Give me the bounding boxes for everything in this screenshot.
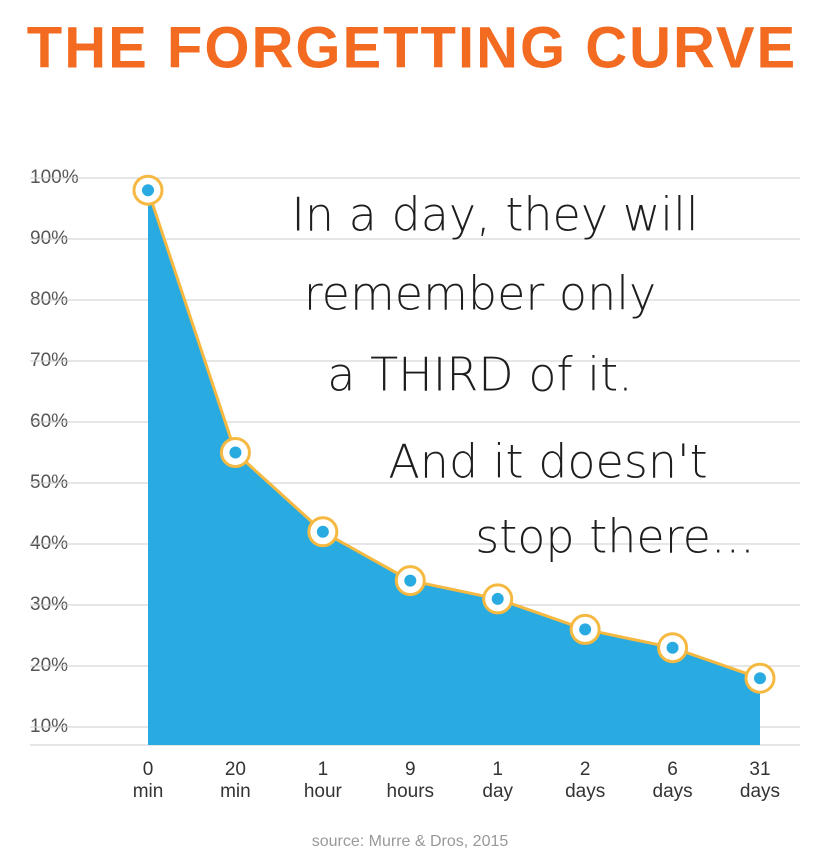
- x-tick-label: 31: [749, 759, 770, 780]
- point: [316, 525, 329, 538]
- area: [148, 190, 760, 745]
- point: [666, 641, 679, 654]
- point: [142, 184, 154, 197]
- x-tick-label: day: [482, 781, 513, 802]
- annotation: In a day, they will: [291, 188, 698, 242]
- x-tick-label: days: [565, 781, 605, 802]
- annotation: a THIRD of it.: [327, 348, 632, 402]
- point: [404, 574, 417, 587]
- x-tick-label: 1: [318, 759, 329, 780]
- x-tick-label: min: [220, 781, 251, 802]
- point: [491, 592, 504, 605]
- point: [229, 446, 242, 459]
- x-tick-label: 6: [667, 759, 678, 780]
- x-tick-label: 2: [580, 759, 591, 780]
- x-tick-label: hour: [304, 781, 343, 802]
- x-tick-label: days: [653, 781, 693, 802]
- chart-title: THE FORGETTING CURVE: [27, 15, 797, 80]
- x-tick-label: 1: [492, 759, 503, 780]
- x-tick-label: 20: [225, 759, 246, 780]
- x-tick-label: days: [740, 781, 780, 802]
- point: [579, 623, 592, 636]
- point: [754, 672, 766, 685]
- x-tick-label: min: [133, 781, 164, 802]
- annotation: And it doesn't: [388, 435, 707, 489]
- x-tick-label: 0: [143, 759, 154, 780]
- x-tick-label: hours: [387, 781, 435, 802]
- source: source: Murre & Dros, 2015: [312, 833, 509, 850]
- annotation: remember only: [304, 267, 656, 321]
- x-tick-label: 9: [405, 759, 416, 780]
- annotation: stop there...: [475, 510, 755, 564]
